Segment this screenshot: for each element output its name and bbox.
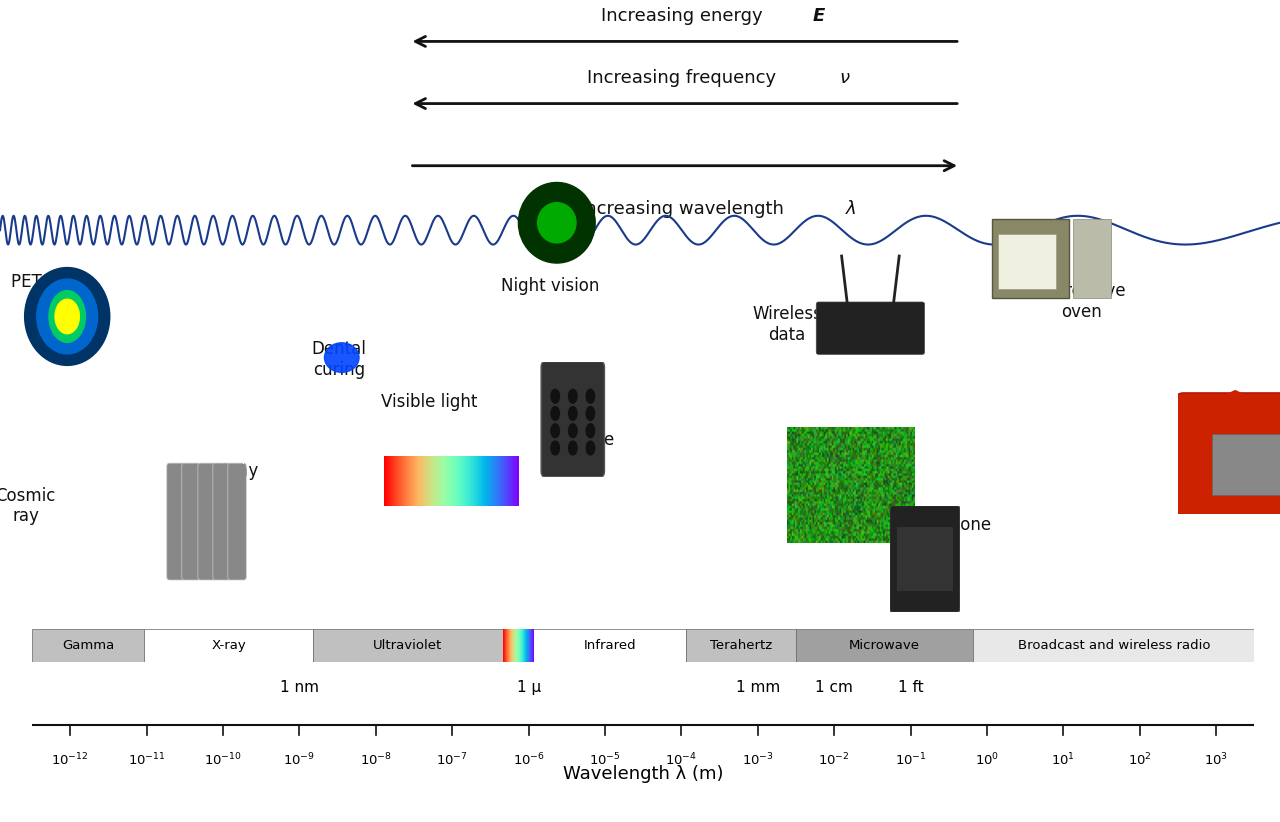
Bar: [973, 629, 1254, 662]
Text: $10^{-10}$: $10^{-10}$: [204, 751, 242, 769]
Bar: [796, 629, 973, 662]
Text: $10^{-6}$: $10^{-6}$: [512, 751, 544, 769]
FancyBboxPatch shape: [890, 506, 960, 612]
Ellipse shape: [24, 267, 110, 365]
Text: Microwave
oven: Microwave oven: [1037, 282, 1126, 321]
Text: PET  scan: PET scan: [12, 273, 91, 291]
Text: Night vision: Night vision: [502, 277, 599, 295]
Bar: [686, 629, 796, 662]
Ellipse shape: [37, 279, 97, 353]
Text: Gamma: Gamma: [63, 639, 114, 652]
Text: $10^{-4}$: $10^{-4}$: [666, 751, 698, 769]
Text: 1 μ: 1 μ: [517, 681, 540, 695]
Text: Increasing wavelength: Increasing wavelength: [580, 201, 790, 218]
Bar: [1073, 219, 1111, 298]
Text: Broadcast and wireless radio: Broadcast and wireless radio: [1018, 639, 1210, 652]
Ellipse shape: [518, 182, 595, 263]
Circle shape: [568, 390, 577, 403]
Text: Microwave: Microwave: [849, 639, 920, 652]
Text: Radar: Radar: [814, 473, 863, 492]
Ellipse shape: [49, 290, 86, 342]
Text: Wavelength λ (m): Wavelength λ (m): [563, 765, 723, 783]
Text: $10^{-5}$: $10^{-5}$: [589, 751, 621, 769]
Circle shape: [568, 441, 577, 455]
Text: $10^{2}$: $10^{2}$: [1128, 751, 1152, 769]
Bar: [32, 629, 145, 662]
Text: 1 mm: 1 mm: [736, 681, 780, 695]
Bar: [534, 629, 686, 662]
Text: Remote: Remote: [550, 432, 614, 450]
Bar: [896, 527, 952, 591]
Text: Terahertz: Terahertz: [710, 639, 772, 652]
Circle shape: [568, 424, 577, 437]
Text: $10^{-11}$: $10^{-11}$: [128, 751, 165, 769]
Text: Cosmic
ray: Cosmic ray: [0, 487, 56, 525]
FancyBboxPatch shape: [1174, 393, 1280, 518]
Bar: [314, 629, 503, 662]
FancyBboxPatch shape: [198, 463, 216, 580]
Circle shape: [586, 407, 595, 420]
Text: Visible light: Visible light: [380, 393, 477, 411]
Text: ν: ν: [840, 70, 850, 87]
Text: E: E: [813, 7, 826, 25]
Text: $10^{-2}$: $10^{-2}$: [818, 751, 850, 769]
Circle shape: [38, 439, 82, 482]
Text: $10^{-3}$: $10^{-3}$: [742, 751, 773, 769]
Text: Wireless
data: Wireless data: [753, 305, 822, 344]
Circle shape: [550, 407, 559, 420]
Text: λ: λ: [846, 201, 856, 218]
FancyBboxPatch shape: [541, 362, 604, 477]
Bar: [992, 219, 1069, 298]
FancyBboxPatch shape: [166, 463, 186, 580]
Bar: [1212, 434, 1280, 495]
Text: Infrared: Infrared: [584, 639, 636, 652]
Text: Dental
curing: Dental curing: [312, 339, 366, 379]
Circle shape: [586, 424, 595, 437]
Circle shape: [586, 441, 595, 455]
Text: Increasing frequency: Increasing frequency: [588, 70, 782, 87]
Text: X-ray: X-ray: [211, 639, 246, 652]
Circle shape: [550, 390, 559, 403]
Text: R: R: [242, 455, 248, 466]
Text: AM radio: AM radio: [1211, 473, 1280, 492]
Text: X-ray: X-ray: [215, 462, 259, 480]
Ellipse shape: [55, 299, 79, 334]
Text: $10^{-7}$: $10^{-7}$: [436, 751, 468, 769]
Text: Cell phone: Cell phone: [904, 516, 991, 534]
Bar: [998, 234, 1056, 289]
FancyBboxPatch shape: [228, 463, 246, 580]
FancyBboxPatch shape: [182, 463, 200, 580]
Text: $10^{-8}$: $10^{-8}$: [360, 751, 392, 769]
Text: Increasing energy: Increasing energy: [602, 7, 768, 25]
Text: $10^{3}$: $10^{3}$: [1204, 751, 1229, 769]
Text: Ultraviolet: Ultraviolet: [374, 639, 443, 652]
Circle shape: [550, 441, 559, 455]
Text: $10^{1}$: $10^{1}$: [1051, 751, 1075, 769]
Text: 1 nm: 1 nm: [280, 681, 319, 695]
Text: $10^{-12}$: $10^{-12}$: [51, 751, 90, 769]
FancyBboxPatch shape: [212, 463, 232, 580]
Bar: [145, 629, 314, 662]
FancyBboxPatch shape: [817, 302, 924, 354]
Text: $10^{-1}$: $10^{-1}$: [895, 751, 927, 769]
Ellipse shape: [538, 203, 576, 243]
Text: 1 cm: 1 cm: [815, 681, 854, 695]
Circle shape: [325, 343, 358, 372]
Text: 1 ft: 1 ft: [897, 681, 923, 695]
Circle shape: [550, 424, 559, 437]
Text: $10^{0}$: $10^{0}$: [975, 751, 1000, 769]
Text: $10^{-9}$: $10^{-9}$: [283, 751, 315, 769]
Circle shape: [586, 390, 595, 403]
Circle shape: [568, 407, 577, 420]
